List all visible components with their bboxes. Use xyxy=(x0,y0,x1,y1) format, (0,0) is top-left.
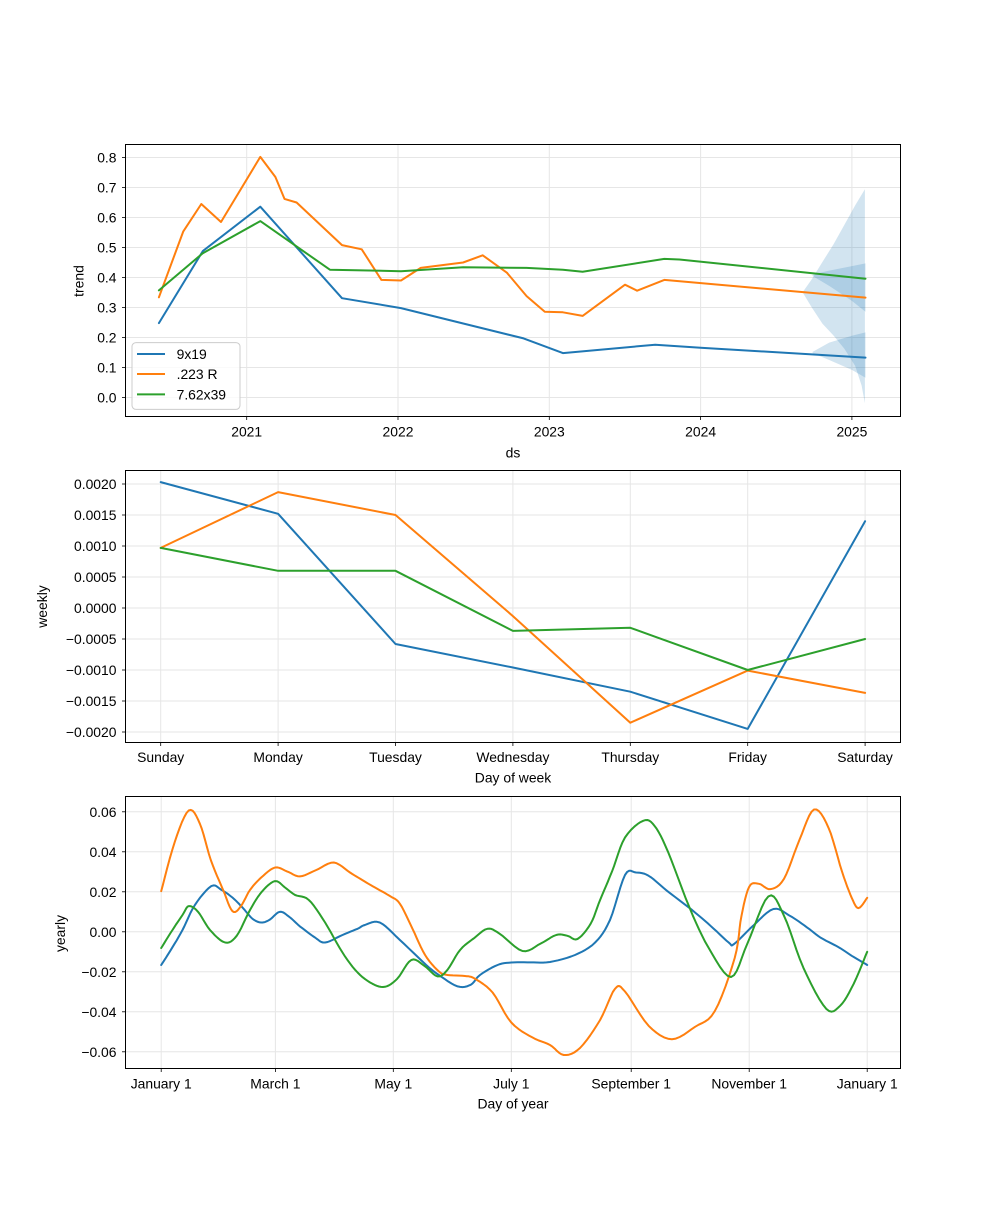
svg-text:−0.0015: −0.0015 xyxy=(66,693,117,709)
svg-text:9x19: 9x19 xyxy=(177,346,207,362)
svg-text:trend: trend xyxy=(70,265,86,297)
svg-text:Day of year: Day of year xyxy=(477,1096,548,1112)
svg-text:0.1: 0.1 xyxy=(97,360,117,376)
svg-text:0.8: 0.8 xyxy=(97,150,117,166)
svg-text:2023: 2023 xyxy=(534,424,565,440)
svg-text:−0.04: −0.04 xyxy=(81,1004,116,1020)
svg-text:0.0005: 0.0005 xyxy=(74,569,117,585)
svg-text:−0.02: −0.02 xyxy=(81,964,116,980)
svg-text:Saturday: Saturday xyxy=(837,749,893,765)
svg-text:−0.0005: −0.0005 xyxy=(66,631,117,647)
svg-text:Thursday: Thursday xyxy=(601,749,659,765)
svg-text:.223 R: .223 R xyxy=(177,366,218,382)
svg-text:2024: 2024 xyxy=(685,424,716,440)
svg-text:January 1: January 1 xyxy=(131,1076,192,1092)
svg-text:0.6: 0.6 xyxy=(97,210,117,226)
svg-text:0.3: 0.3 xyxy=(97,300,117,316)
svg-text:−0.06: −0.06 xyxy=(81,1044,116,1060)
svg-text:Wednesday: Wednesday xyxy=(476,749,549,765)
svg-text:0.04: 0.04 xyxy=(89,844,116,860)
svg-text:2025: 2025 xyxy=(836,424,867,440)
svg-text:Monday: Monday xyxy=(253,749,302,765)
svg-text:0.06: 0.06 xyxy=(89,804,116,820)
svg-text:Friday: Friday xyxy=(728,749,767,765)
svg-text:November 1: November 1 xyxy=(711,1076,787,1092)
svg-text:0.2: 0.2 xyxy=(97,330,117,346)
svg-text:0.0000: 0.0000 xyxy=(74,600,117,616)
svg-text:0.00: 0.00 xyxy=(89,924,116,940)
svg-text:0.0015: 0.0015 xyxy=(74,507,117,523)
svg-text:0.0020: 0.0020 xyxy=(74,476,117,492)
svg-text:0.4: 0.4 xyxy=(97,270,117,286)
svg-text:Day of week: Day of week xyxy=(475,770,551,786)
svg-text:January 1: January 1 xyxy=(837,1076,898,1092)
svg-text:0.7: 0.7 xyxy=(97,180,117,196)
svg-text:2022: 2022 xyxy=(383,424,414,440)
svg-text:−0.0020: −0.0020 xyxy=(66,724,117,740)
svg-text:0.02: 0.02 xyxy=(89,884,116,900)
svg-text:September 1: September 1 xyxy=(591,1076,671,1092)
svg-text:Sunday: Sunday xyxy=(137,749,184,765)
svg-text:weekly: weekly xyxy=(34,585,50,629)
svg-text:−0.0010: −0.0010 xyxy=(66,662,117,678)
svg-text:0.5: 0.5 xyxy=(97,240,117,256)
svg-text:July 1: July 1 xyxy=(493,1076,530,1092)
svg-text:0.0010: 0.0010 xyxy=(74,538,117,554)
svg-text:yearly: yearly xyxy=(52,915,68,952)
svg-text:Tuesday: Tuesday xyxy=(369,749,422,765)
svg-text:2021: 2021 xyxy=(231,424,262,440)
svg-text:7.62x39: 7.62x39 xyxy=(177,386,227,402)
svg-text:0.0: 0.0 xyxy=(97,390,117,406)
svg-text:ds: ds xyxy=(506,445,521,461)
svg-text:March 1: March 1 xyxy=(250,1076,300,1092)
svg-text:May 1: May 1 xyxy=(374,1076,412,1092)
